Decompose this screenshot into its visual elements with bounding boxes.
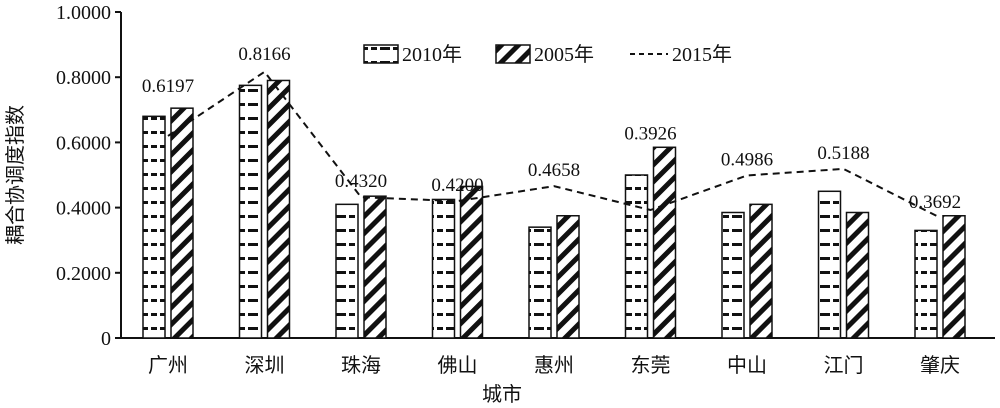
y-tick-label: 0.8000 [56, 67, 111, 89]
legend: 2010年 2005年 2015年 [363, 43, 732, 66]
legend-swatch-2005 [495, 44, 531, 64]
data-label: 0.3692 [909, 192, 961, 213]
data-label: 0.4320 [335, 171, 387, 192]
data-label: 0.4200 [431, 175, 483, 196]
data-label: 0.3926 [624, 123, 676, 144]
bar-2010 [431, 198, 456, 339]
data-label: 0.5188 [817, 143, 869, 164]
y-tick-label: 0.2000 [56, 263, 111, 285]
bar-2010 [624, 174, 649, 339]
bar-2010 [721, 211, 745, 339]
x-tick-label: 佛山 [438, 353, 478, 377]
bar-2010 [528, 226, 552, 339]
data-label: 0.4658 [528, 160, 580, 181]
line-2015 [167, 70, 941, 219]
legend-label-2015: 2015年 [672, 43, 732, 66]
bar-2005 [170, 107, 194, 339]
x-tick-label: 惠州 [534, 353, 574, 377]
bar-2005 [459, 185, 484, 339]
y-tick-label: 1.0000 [56, 2, 111, 24]
bar-2005 [556, 215, 580, 339]
data-label: 0.4986 [721, 149, 773, 170]
bar-2005 [363, 195, 387, 339]
bar-2010 [142, 115, 166, 339]
bar-2010 [817, 190, 842, 339]
y-tick-label: 0.4000 [56, 198, 111, 220]
y-axis-title: 耦合协调度指数 [3, 105, 27, 245]
legend-label-2005: 2005年 [534, 43, 594, 66]
bar-2005 [266, 79, 291, 339]
x-tick-label: 珠海 [341, 353, 381, 377]
plot-area: 0 0.2000 0.4000 0.6000 0.8000 1.0000 广州 深圳 珠海 佛山 惠… [56, 2, 995, 377]
x-tick-label: 中山 [727, 353, 767, 377]
x-tick-label: 肇庆 [920, 353, 960, 377]
data-label: 0.6197 [142, 76, 194, 97]
bar-2010 [238, 84, 263, 339]
bar-2005 [749, 203, 773, 339]
bar-2005 [652, 146, 677, 339]
x-axis-title: 城市 [482, 382, 522, 406]
legend-swatch-2010 [363, 44, 399, 64]
y-tick-label: 0 [101, 328, 111, 350]
bar-2005 [942, 215, 966, 339]
x-tick-label: 江门 [824, 353, 864, 377]
y-tick-label: 0.6000 [56, 132, 111, 154]
x-tick-label: 深圳 [245, 353, 285, 377]
legend-label-2010: 2010年 [402, 43, 462, 66]
bar-2010 [914, 229, 938, 339]
bar-2010 [335, 203, 359, 339]
bar-2005 [845, 211, 870, 339]
x-tick-label: 广州 [148, 353, 188, 377]
data-label: 0.8166 [238, 44, 290, 65]
x-tick-label: 东莞 [631, 353, 671, 377]
